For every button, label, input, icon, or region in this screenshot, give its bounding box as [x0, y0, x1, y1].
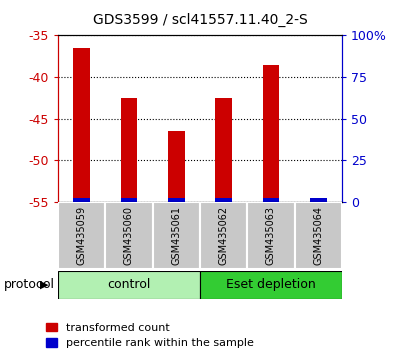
Text: GSM435059: GSM435059 [77, 206, 87, 265]
Text: GDS3599 / scl41557.11.40_2-S: GDS3599 / scl41557.11.40_2-S [93, 12, 307, 27]
Bar [168, 199, 185, 202]
Bar [263, 199, 279, 202]
Bar [121, 98, 137, 202]
Bar [153, 202, 200, 269]
Text: ▶: ▶ [40, 280, 48, 290]
Text: GSM435061: GSM435061 [171, 206, 181, 265]
Bar [73, 48, 90, 202]
Bar [200, 202, 247, 269]
Bar [263, 64, 279, 202]
Bar [58, 271, 200, 299]
Bar [295, 202, 342, 269]
Bar [247, 202, 295, 269]
Text: GSM435062: GSM435062 [219, 206, 229, 265]
Legend: transformed count, percentile rank within the sample: transformed count, percentile rank withi… [46, 322, 254, 348]
Text: GSM435064: GSM435064 [313, 206, 323, 265]
Text: Eset depletion: Eset depletion [226, 279, 316, 291]
Bar [121, 199, 137, 202]
Bar [215, 199, 232, 202]
Bar [168, 131, 185, 202]
Bar [105, 202, 153, 269]
Text: GSM435063: GSM435063 [266, 206, 276, 265]
Bar [73, 199, 90, 202]
Bar [200, 271, 342, 299]
Text: protocol: protocol [4, 279, 55, 291]
Bar [215, 98, 232, 202]
Bar [58, 202, 105, 269]
Bar [310, 199, 327, 202]
Text: GSM435060: GSM435060 [124, 206, 134, 265]
Text: control: control [107, 279, 151, 291]
Bar [310, 198, 327, 202]
